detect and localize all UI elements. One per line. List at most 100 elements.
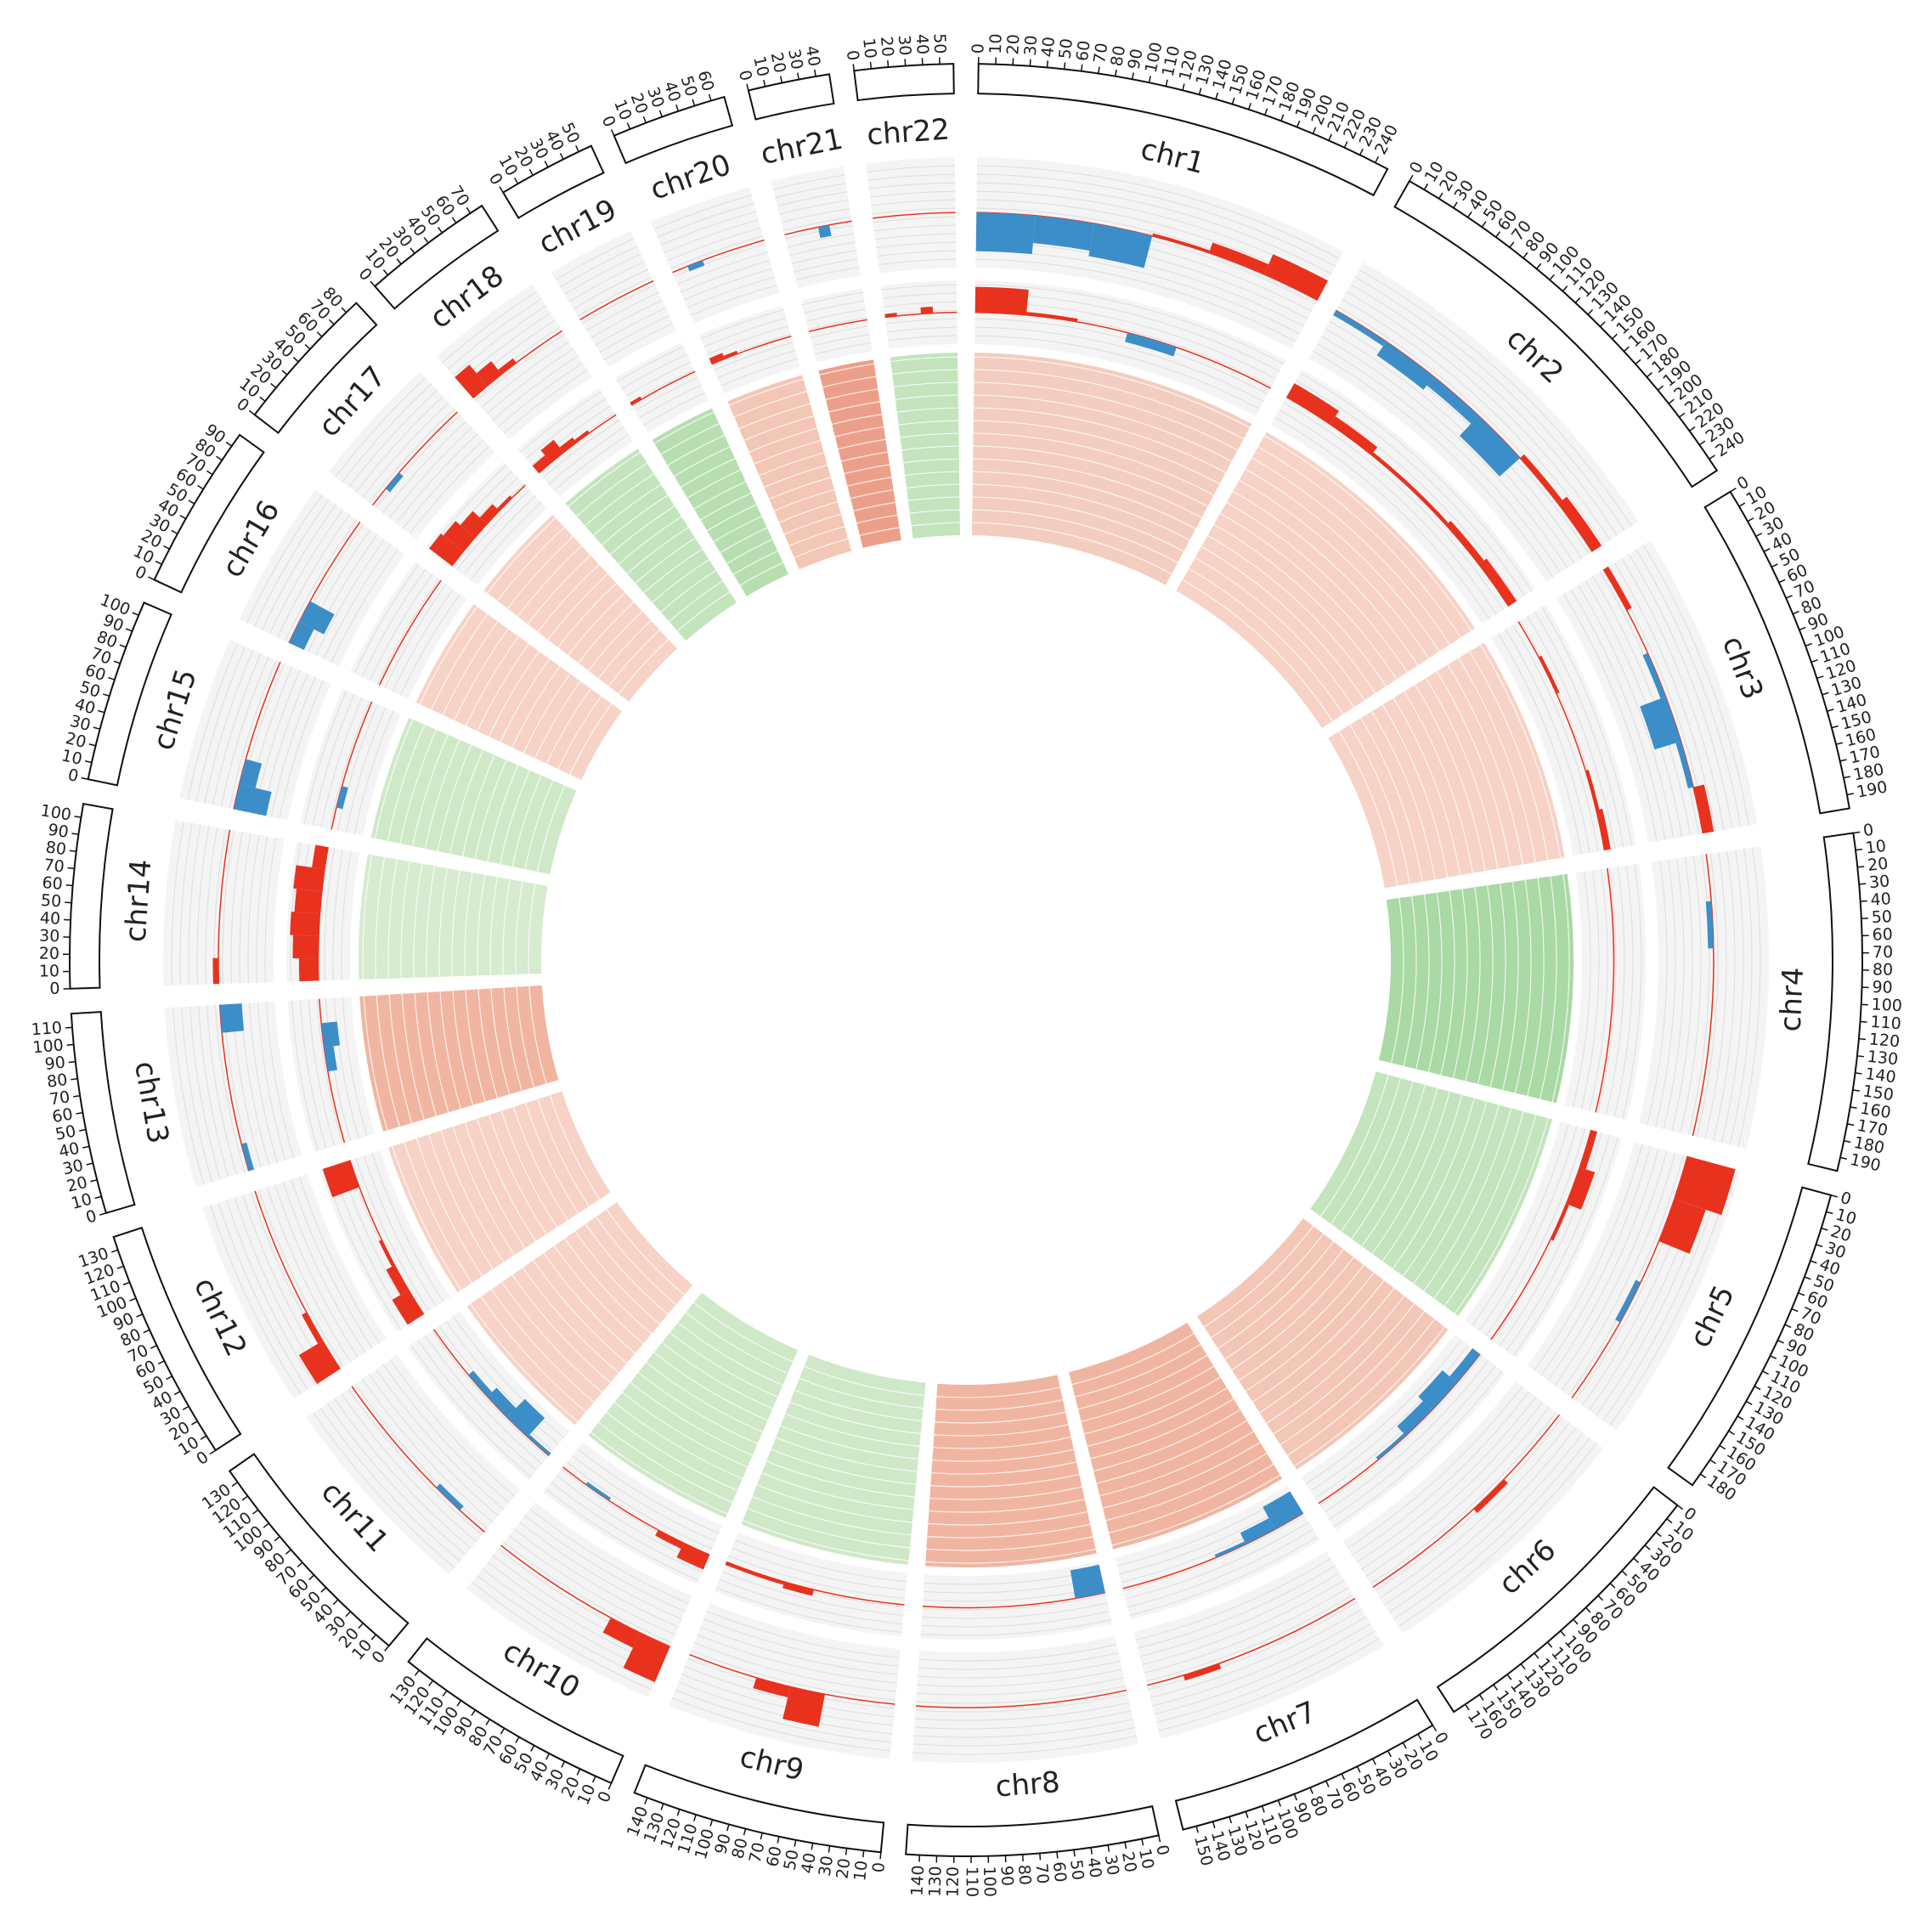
heatmap-ring xyxy=(1378,873,1573,1104)
track-gridline xyxy=(871,199,956,206)
tick-mark xyxy=(1738,502,1746,507)
track-gridline xyxy=(249,1002,278,1163)
track-gridline xyxy=(1498,633,1582,855)
track-gridline xyxy=(316,998,343,1144)
track-gridline xyxy=(1671,856,1693,1132)
heatmap-row-line xyxy=(907,496,960,501)
tick-mark xyxy=(500,1727,506,1735)
heatmap-row-line xyxy=(911,522,960,527)
heatmap-row-line xyxy=(765,1460,915,1498)
heatmap-row-line xyxy=(1454,1118,1549,1314)
heatmap-row-line xyxy=(477,989,498,1098)
heatmap-row-line xyxy=(794,1389,923,1422)
track-gridline xyxy=(1512,624,1599,852)
track-baseline xyxy=(317,847,329,981)
track-gridline xyxy=(1499,1132,1602,1347)
histogram-bar xyxy=(1520,454,1562,504)
tick-mark xyxy=(110,1249,118,1253)
track-gridline xyxy=(548,426,624,485)
heatmap-row-line xyxy=(1251,457,1451,645)
histogram-bar xyxy=(884,313,897,318)
histogram-bar xyxy=(299,601,335,635)
ideogram xyxy=(501,144,605,219)
track-gridline xyxy=(553,434,630,491)
track-gridline xyxy=(410,1345,532,1477)
tick-label: 80 xyxy=(1873,961,1893,980)
histogram-bar xyxy=(1675,741,1694,789)
track-baseline xyxy=(873,212,956,219)
heatmap-row-line xyxy=(713,516,762,543)
tick-mark xyxy=(1560,1630,1566,1637)
track-gridline xyxy=(653,195,752,230)
tick-mark xyxy=(528,168,534,176)
track-gridline xyxy=(1737,847,1761,1148)
track-gridline xyxy=(239,833,251,984)
histogram-bar xyxy=(289,621,314,650)
heatmap-row-line xyxy=(1245,468,1440,652)
chromosome-label: chr9 xyxy=(737,1740,807,1788)
heatmap-row-line xyxy=(1338,731,1398,886)
tick-mark xyxy=(297,1561,303,1568)
track-gridline xyxy=(369,1374,499,1516)
histogram-bar xyxy=(212,957,219,985)
heatmap-row-line xyxy=(1436,671,1511,867)
histogram-bar xyxy=(1152,233,1211,253)
tick-mark xyxy=(1612,333,1618,340)
heatmap-row-line xyxy=(732,551,778,575)
heatmap-row-line xyxy=(588,611,643,671)
tick-label: 30 xyxy=(1021,35,1042,57)
tick-mark xyxy=(1124,1842,1127,1849)
heatmap-row-line xyxy=(788,526,845,547)
heatmap-ring xyxy=(818,359,901,548)
tick-mark xyxy=(1844,1140,1851,1144)
heatmap-row-line xyxy=(773,488,835,511)
ideogram xyxy=(853,63,955,102)
track-gridline xyxy=(217,1202,309,1391)
tick-mark xyxy=(84,760,93,764)
histogram-bar xyxy=(1025,312,1078,322)
heatmap-row-line xyxy=(593,483,662,536)
track-gridline xyxy=(1135,1557,1331,1640)
track-gridline xyxy=(885,318,958,325)
histogram-bar xyxy=(443,521,475,552)
heatmap-row-line xyxy=(501,1281,603,1393)
tick-mark xyxy=(1375,155,1380,163)
heatmap-row-line xyxy=(1259,1287,1395,1414)
tick-mark xyxy=(1245,1811,1249,1819)
heatmap-row-line xyxy=(720,527,768,553)
track-gridline xyxy=(285,519,358,641)
tick-mark xyxy=(1587,308,1594,315)
track-gridline xyxy=(266,1187,352,1363)
track-baseline xyxy=(351,1386,485,1533)
histogram-bar xyxy=(468,1370,492,1397)
track-gridline xyxy=(915,1693,1128,1713)
tick-mark xyxy=(1371,1758,1376,1765)
track-gridline xyxy=(269,509,344,635)
histogram-bar xyxy=(1264,254,1329,301)
tick-mark xyxy=(1506,1674,1512,1680)
track-gridline xyxy=(791,250,857,264)
tick-label: 0 xyxy=(969,43,987,54)
histogram-bar xyxy=(782,1686,826,1727)
heatmap-ring xyxy=(1069,1322,1283,1550)
tick-mark xyxy=(270,382,277,389)
tick-mark xyxy=(471,1709,476,1716)
tick-mark xyxy=(358,1623,364,1629)
tick-label: 140 xyxy=(907,1865,928,1896)
track-background xyxy=(1133,1550,1384,1739)
heatmap-row-line xyxy=(1527,878,1545,1097)
chromosome: 0102030405060708090100110120130140150160… xyxy=(1176,158,1748,728)
tick-label: 10 xyxy=(859,37,879,59)
heatmap-row-line xyxy=(438,867,449,977)
track-gridline xyxy=(1485,1127,1586,1336)
histogram-bar xyxy=(1557,496,1602,552)
heatmap-row-line xyxy=(661,1341,773,1409)
histogram-bar xyxy=(687,260,705,272)
tick-mark xyxy=(1719,1444,1726,1450)
heatmap-row-line xyxy=(524,780,554,870)
track-gridline xyxy=(707,325,789,355)
heatmap-row-line xyxy=(1099,1431,1254,1497)
histogram-bar xyxy=(487,1387,517,1417)
heatmap-row-line xyxy=(1551,874,1570,1103)
heatmap-row-line xyxy=(515,881,523,974)
